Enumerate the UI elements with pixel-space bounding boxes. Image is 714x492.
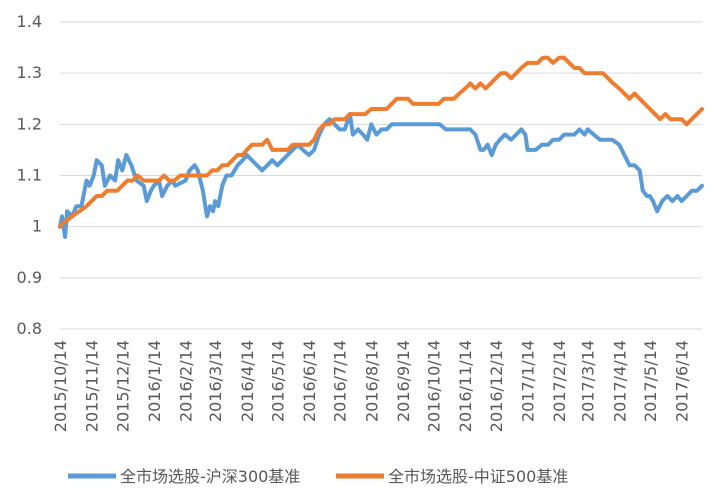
x-tick-label: 2016/2/14 (177, 340, 196, 422)
x-tick-label: 2015/10/14 (51, 340, 70, 432)
grid-lines (60, 21, 702, 330)
x-tick-label: 2016/12/14 (487, 340, 506, 432)
x-tick-label: 2016/1/14 (145, 340, 164, 422)
x-tick-label: 2015/12/14 (113, 340, 132, 432)
x-tick-label: 2016/5/14 (268, 340, 287, 422)
x-tick-label: 2016/3/14 (206, 340, 225, 422)
x-tick-label: 2016/11/14 (456, 340, 475, 432)
x-tick-label: 2017/5/14 (641, 340, 660, 422)
x-tick-label: 2016/6/14 (300, 340, 319, 422)
x-tick-label: 2017/3/14 (579, 340, 598, 422)
x-tick-label: 2017/2/14 (550, 340, 569, 422)
x-axis-ticks: 2015/10/14 2015/11/14 2015/12/14 2016/1/14 2… (51, 340, 692, 432)
x-tick-label: 2015/11/14 (83, 340, 102, 432)
y-tick-label: 0.9 (17, 268, 42, 287)
x-tick-label: 2016/10/14 (425, 340, 444, 432)
legend: 全市场选股-沪深300基准 全市场选股-中证500基准 (68, 467, 568, 486)
legend-label: 全市场选股-沪深300基准 (120, 467, 300, 486)
x-tick-label: 2017/6/14 (673, 340, 692, 422)
x-tick-label: 2017/1/14 (519, 340, 538, 422)
legend-label: 全市场选股-中证500基准 (388, 467, 568, 486)
y-tick-label: 0.8 (17, 319, 42, 338)
y-tick-label: 1 (32, 217, 42, 236)
y-tick-label: 1.2 (17, 114, 42, 133)
x-tick-label: 2017/4/14 (610, 340, 629, 422)
series-line-1 (58, 112, 704, 239)
y-tick-label: 1.3 (17, 63, 42, 82)
y-axis-ticks: 0.8 0.9 1 1.1 1.2 1.3 1.4 (17, 12, 42, 338)
x-tick-label: 2016/4/14 (238, 340, 257, 422)
x-tick-label: 2016/8/14 (362, 340, 381, 422)
y-tick-label: 1.4 (17, 12, 42, 31)
x-tick-label: 2016/9/14 (394, 340, 413, 422)
y-tick-label: 1.1 (17, 166, 42, 185)
series-line-2 (58, 55, 704, 229)
series-lines (58, 55, 704, 239)
x-tick-label: 2016/7/14 (331, 340, 350, 422)
